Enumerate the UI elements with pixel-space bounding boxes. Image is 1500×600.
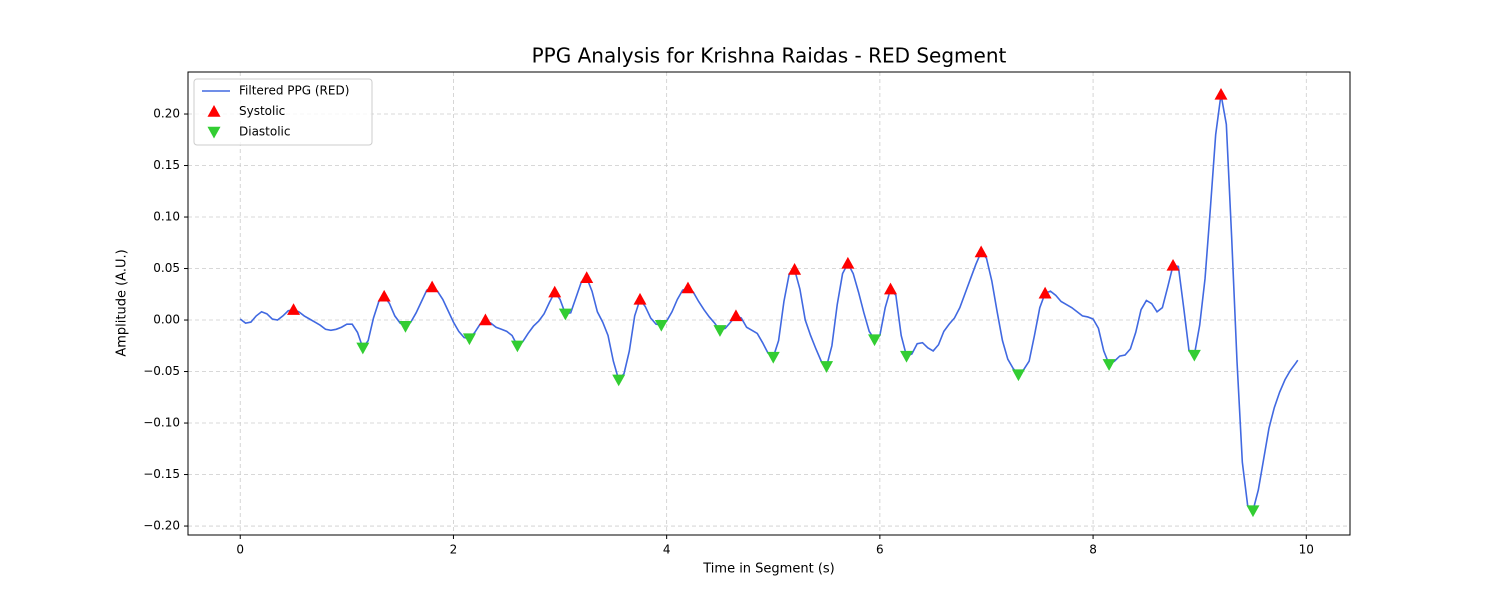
- legend-box: [193, 78, 373, 146]
- x-tick-label: 10: [1299, 543, 1314, 557]
- marker: [580, 271, 594, 284]
- y-tick-label: −0.20: [143, 519, 180, 533]
- marker: [1246, 505, 1260, 518]
- x-tick-label: 4: [663, 543, 671, 557]
- marker: [681, 281, 695, 294]
- marker: [884, 282, 898, 295]
- legend-swatch: [207, 105, 221, 117]
- marker: [841, 256, 855, 269]
- legend-label: Systolic: [239, 104, 285, 118]
- marker: [868, 334, 882, 347]
- marker: [1038, 286, 1052, 299]
- marker: [462, 333, 476, 346]
- legend-swatch: [207, 126, 221, 139]
- legend-label: Filtered PPG (RED): [239, 84, 349, 98]
- legend-label: Diastolic: [239, 125, 291, 139]
- marker: [654, 319, 668, 332]
- x-tick-label: 2: [450, 543, 458, 557]
- y-tick-label: −0.05: [143, 364, 180, 378]
- marker: [548, 285, 562, 298]
- marker: [398, 321, 412, 333]
- marker: [820, 361, 834, 373]
- y-tick-label: −0.15: [143, 467, 180, 481]
- marker: [356, 342, 370, 355]
- marker: [287, 303, 301, 315]
- marker: [974, 245, 988, 258]
- x-axis-label: Time in Segment (s): [702, 562, 834, 577]
- marker: [1187, 349, 1201, 362]
- plot-frame: [187, 71, 1351, 536]
- y-tick-label: 0.05: [153, 261, 180, 275]
- y-tick-label: 0.10: [153, 210, 180, 224]
- marker: [425, 280, 439, 293]
- marker: [478, 313, 492, 326]
- y-tick-label: −0.10: [143, 416, 180, 430]
- y-axis-label: Amplitude (A.U.): [115, 249, 130, 356]
- chart-title: PPG Analysis for Krishna Raidas - RED Se…: [532, 44, 1007, 68]
- marker: [612, 374, 626, 387]
- y-tick-label: 0.15: [153, 158, 180, 172]
- marker: [1102, 359, 1116, 371]
- marker: [1011, 369, 1025, 382]
- marker: [900, 350, 914, 363]
- x-tick-label: 0: [236, 543, 244, 557]
- y-tick-label: 0.20: [153, 107, 180, 121]
- x-tick-label: 8: [1089, 543, 1097, 557]
- marker: [633, 292, 647, 305]
- marker: [1214, 87, 1228, 100]
- marker: [377, 289, 391, 302]
- marker: [788, 263, 802, 275]
- x-tick-label: 6: [876, 543, 884, 557]
- marker: [1166, 258, 1180, 271]
- marker: [510, 340, 524, 353]
- marker: [729, 309, 743, 322]
- marker: [766, 351, 780, 364]
- marker: [558, 308, 572, 321]
- y-tick-label: 0.00: [153, 313, 180, 327]
- marker: [713, 325, 727, 337]
